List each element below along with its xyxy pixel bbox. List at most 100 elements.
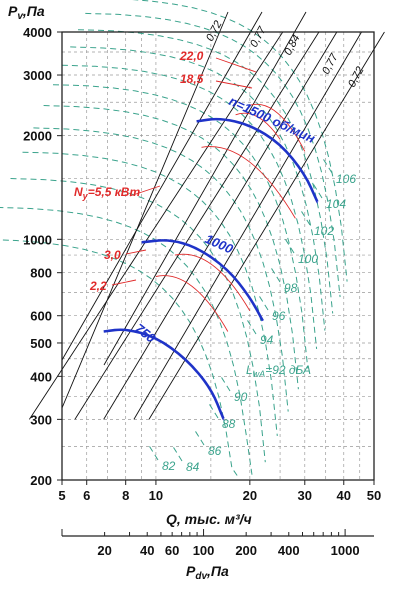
noise-curve [0, 239, 239, 477]
pdv-tick-labels: 20 40 60 100 200 400 1000 [61, 529, 360, 558]
noise-label-104: 104 [326, 197, 346, 211]
speed-label: 750 [132, 321, 159, 347]
x-tick-label: 8 [122, 488, 129, 503]
noise-label-84: 84 [186, 460, 200, 474]
system-line [103, 11, 307, 366]
noise-leader [269, 265, 281, 283]
power-leader [111, 279, 137, 286]
pdv-tick-label: 1000 [331, 543, 360, 558]
noise-leader [207, 401, 219, 419]
x-tick-labels: 5 6 8 10 20 30 40 50 [58, 480, 381, 503]
y-tick-label: 400 [30, 369, 52, 384]
noise-leader [245, 317, 257, 335]
x-tick-label: 50 [367, 488, 381, 503]
noise-curve [61, 64, 318, 349]
x-tick-label: 20 [243, 488, 257, 503]
grid [62, 32, 374, 480]
power-curve [155, 275, 229, 332]
noise-curve [10, 178, 266, 463]
efficiency-line [103, 31, 338, 420]
pdv-tick-label: 400 [278, 543, 300, 558]
noise-leader [299, 208, 311, 226]
power-label-3-0: 3,0 [104, 248, 121, 262]
power-label-18-5: 18,5 [180, 72, 204, 86]
y-tick-label: 500 [30, 336, 52, 351]
power-curve [201, 146, 296, 219]
noise-label-96: 96 [272, 309, 286, 323]
y-tick-label: 300 [30, 412, 52, 427]
noise-curve [70, 46, 326, 331]
efficiency-label: 0,72 [346, 65, 367, 90]
power-curve [174, 253, 251, 312]
noise-curves [0, 0, 348, 477]
noise-leader [311, 181, 323, 199]
noise-leader [219, 374, 231, 392]
noise-leader [257, 293, 269, 311]
power-leader [129, 185, 161, 197]
noise-leader [321, 156, 333, 174]
x-tick-label: 5 [58, 488, 65, 503]
x-axis-label: Q, тыс. м³/ч [166, 511, 252, 527]
speed-curve [141, 239, 264, 322]
noise-curve [77, 29, 334, 314]
power-leader [215, 80, 253, 89]
power-label-2-2: 2,2 [89, 279, 107, 293]
noise-label-100: 100 [298, 252, 318, 266]
power-leader [125, 249, 147, 255]
power-label-22: 22,0 [179, 49, 204, 63]
y-tick-labels: 4000 3000 2000 1000 800 600 500 400 300 200 [23, 25, 62, 488]
noise-label-92: LwA=92 дБА [246, 363, 311, 379]
y-tick-label: 1000 [23, 232, 52, 247]
noise-leader [193, 428, 205, 446]
noise-curve [85, 12, 341, 298]
system-line [61, 11, 229, 409]
x-tick-label: 30 [298, 488, 312, 503]
y-tick-label: 2000 [23, 129, 52, 144]
y-tick-label: 4000 [23, 25, 52, 40]
plot-frame [61, 31, 375, 481]
power-curve [249, 103, 306, 152]
efficiency-label: 0,72 [204, 19, 225, 44]
pdv-axis-label: Pdv,Па [186, 563, 229, 582]
y-tick-label: 3000 [23, 68, 52, 83]
noise-leader [283, 236, 295, 254]
noise-label-94: 94 [260, 333, 274, 347]
y-tick-label: 600 [30, 309, 52, 324]
noise-curve [22, 151, 278, 436]
noise-label-82: 82 [162, 459, 176, 473]
y-tick-label: 800 [30, 266, 52, 281]
noise-label-90: 90 [234, 390, 248, 404]
noise-label-86: 86 [208, 444, 222, 458]
pdv-tick-label: 60 [165, 543, 179, 558]
noise-curve [43, 105, 299, 390]
noise-label-88: 88 [222, 417, 236, 431]
speed-curve [103, 328, 226, 421]
y-axis-label: Pv,Па [8, 3, 45, 22]
system-line [61, 11, 263, 361]
efficiency-line [133, 31, 362, 420]
noise-leader [171, 444, 183, 462]
pdv-tick-label: 100 [193, 543, 215, 558]
speed-label: 1000 [203, 231, 236, 257]
power-curve [235, 112, 281, 140]
noise-curve [33, 127, 289, 412]
noise-label-106: 106 [336, 172, 356, 186]
pdv-tick-label: 20 [97, 543, 111, 558]
efficiency-line [74, 31, 320, 420]
speed-curve [196, 117, 319, 204]
x-tick-label: 6 [83, 488, 90, 503]
noise-curve [52, 84, 309, 369]
pdv-tick-label: 40 [140, 543, 154, 558]
noise-label-98: 98 [284, 281, 298, 295]
noise-label-102: 102 [314, 224, 334, 238]
y-tick-label: 200 [30, 473, 52, 488]
x-tick-label: 10 [149, 488, 163, 503]
power-label-5-5: Nу=5,5 кВт [74, 185, 140, 201]
power-curves [111, 57, 306, 332]
x-tick-label: 40 [337, 488, 351, 503]
efficiency-label: 0,77 [248, 24, 269, 49]
efficiency-line [148, 31, 385, 420]
efficiency-line [28, 31, 284, 420]
noise-leader [147, 443, 159, 461]
